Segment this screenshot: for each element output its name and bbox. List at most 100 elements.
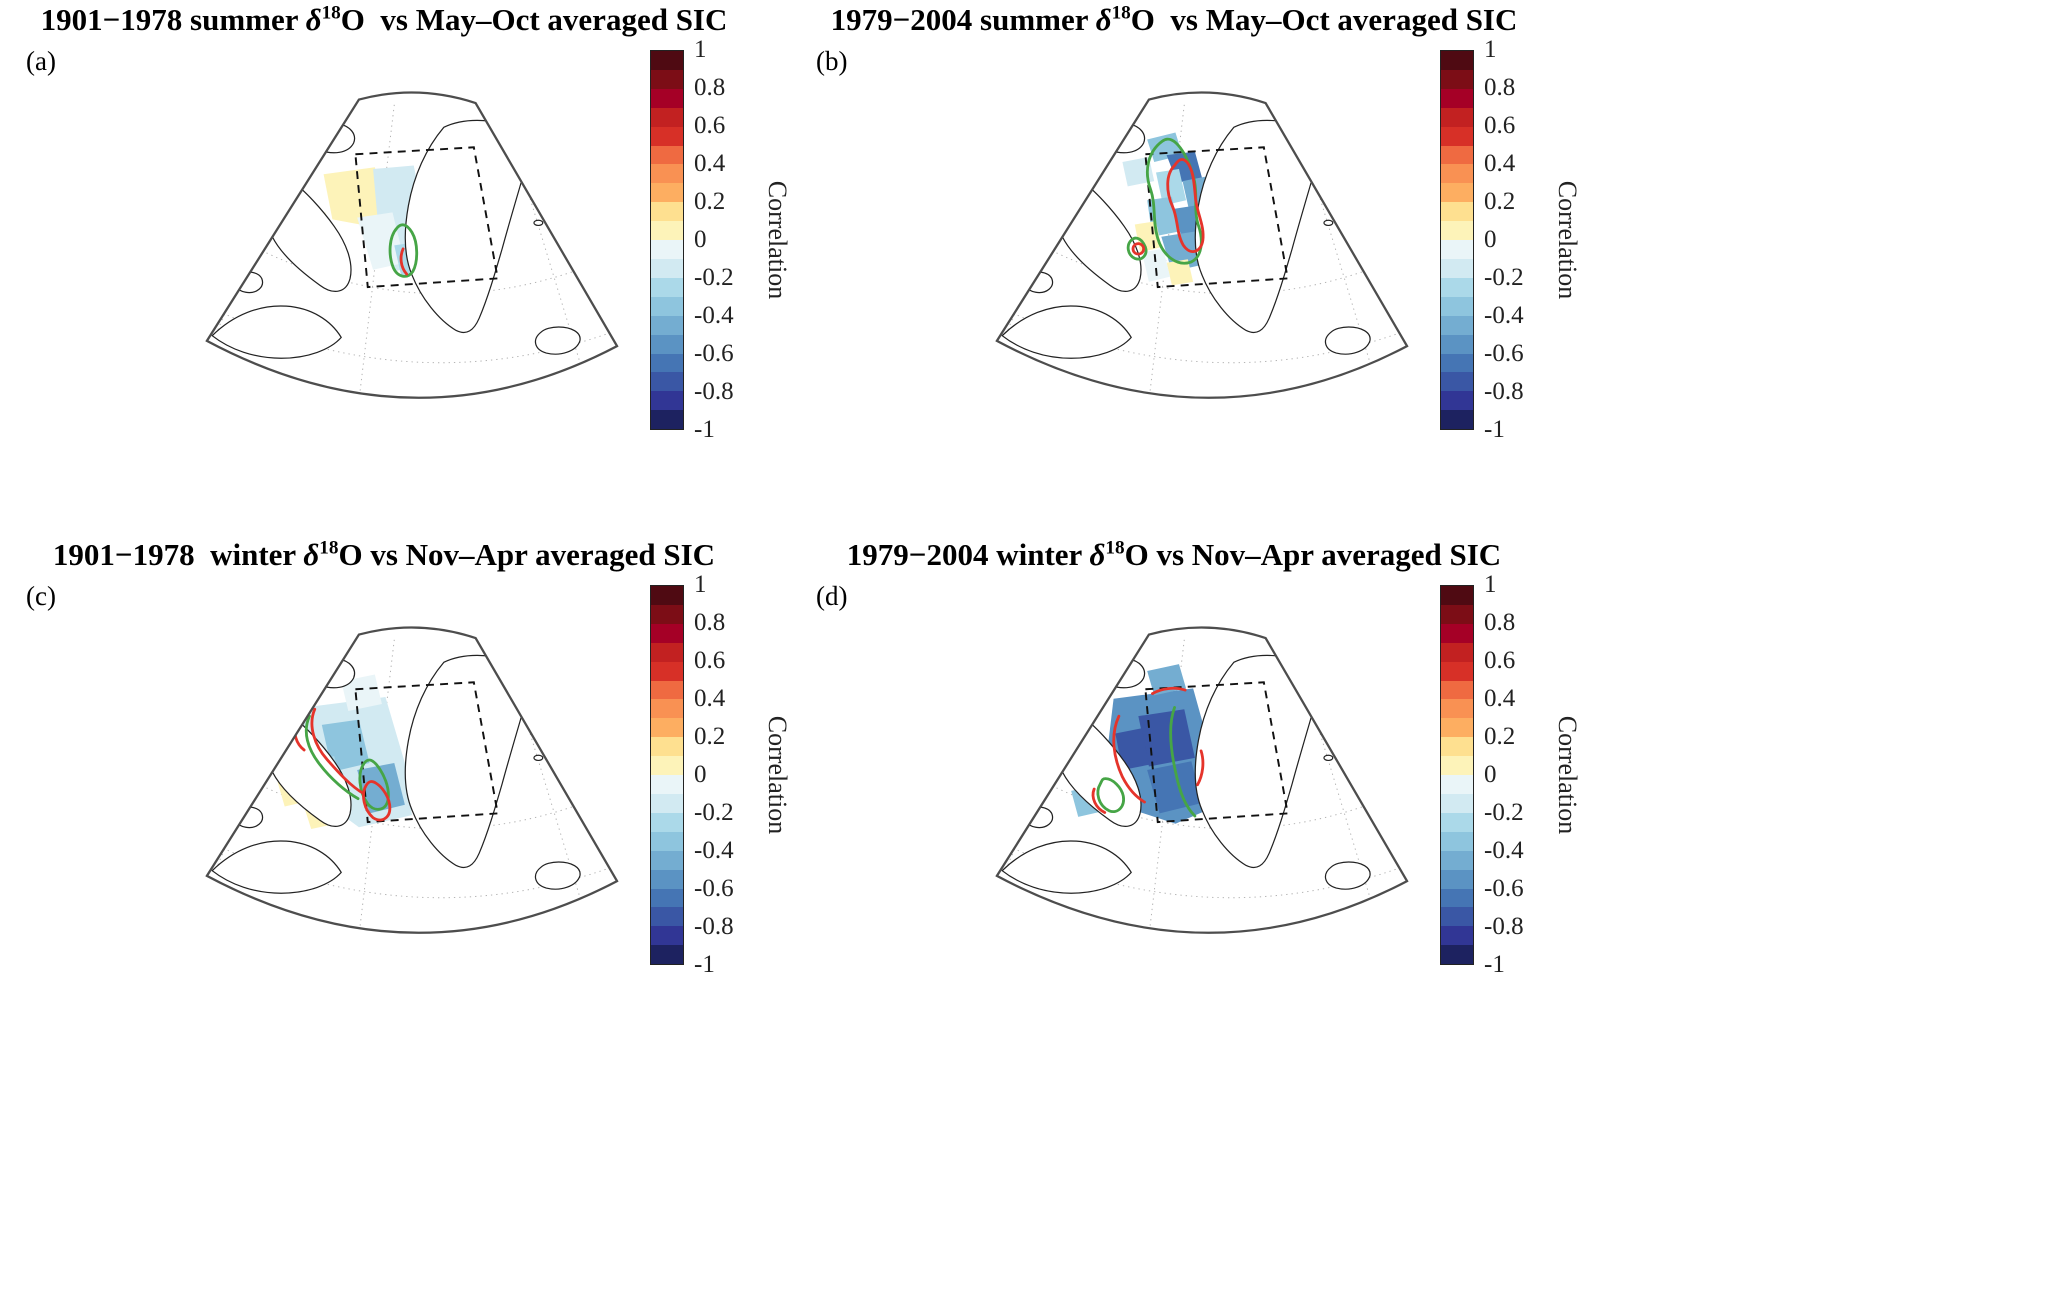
panel-a: 1901−1978 summer δ18O vs May–Oct average… xyxy=(0,0,792,500)
colorbar-band xyxy=(651,372,683,392)
colorbar-ticks: 1 0.8 0.6 0.4 0.2 0 -0.2 -0.4 -0.6 -0.8 -1 xyxy=(1440,36,1550,443)
map-boundary xyxy=(205,91,619,399)
delta-symbol: δ xyxy=(305,2,322,37)
colorbar-band xyxy=(1441,907,1473,927)
colorbar-gradient xyxy=(1440,50,1474,430)
colorbar-band xyxy=(651,907,683,927)
colorbar-tick-label: -0.8 xyxy=(1484,913,1524,940)
colorbar-band xyxy=(1441,812,1473,832)
colorbar-band xyxy=(651,718,683,738)
colorbar-band xyxy=(1441,888,1473,908)
correlation-map xyxy=(995,91,1409,399)
colorbar-tick-label: 0.2 xyxy=(694,188,726,215)
colorbar-tick-label: 0.6 xyxy=(1484,647,1516,674)
colorbar-band xyxy=(651,277,683,297)
correlation-map xyxy=(205,91,619,399)
colorbar-tick-label: 0.4 xyxy=(694,685,726,712)
colorbar-tick-label: 0 xyxy=(1484,226,1497,253)
colorbar-tick-label: -0.4 xyxy=(694,837,734,864)
colorbar: 1 0.8 0.6 0.4 0.2 0 -0.2 -0.4 -0.6 -0.8 -1 Correla… xyxy=(1440,36,1600,443)
colorbar-band xyxy=(1441,775,1473,794)
colorbar-band xyxy=(651,164,683,184)
colorbar-tick-label: 0.2 xyxy=(694,723,726,750)
colorbar-band xyxy=(1441,353,1473,373)
colorbar-tick-label: -0.2 xyxy=(694,264,734,291)
colorbar-band xyxy=(1441,258,1473,278)
colorbar-tick-label: -1 xyxy=(694,951,715,978)
colorbar-band xyxy=(1441,202,1473,222)
colorbar-band xyxy=(651,945,683,965)
colorbar-band xyxy=(651,699,683,719)
red-contour xyxy=(399,247,409,276)
colorbar-band xyxy=(1441,737,1473,757)
colorbar-tick-label: 0 xyxy=(694,761,707,788)
colorbar-gradient xyxy=(650,585,684,965)
panel-letter: (b) xyxy=(816,46,848,76)
green-contour xyxy=(304,714,360,801)
colorbar-tick-label: 0.6 xyxy=(694,112,726,139)
red-contour xyxy=(1091,787,1107,814)
colorbar-ticks: 1 0.8 0.6 0.4 0.2 0 -0.2 -0.4 -0.6 -0.8 -1 xyxy=(650,571,760,978)
colorbar-band xyxy=(651,888,683,908)
colorbar-label: Correlation xyxy=(1553,715,1582,835)
colorbar-tick-label: -0.6 xyxy=(1484,340,1524,367)
colorbar-tick-label: -0.2 xyxy=(1484,799,1524,826)
colorbar-band xyxy=(651,604,683,624)
colorbar: 1 0.8 0.6 0.4 0.2 0 -0.2 -0.4 -0.6 -0.8 -1 Correla… xyxy=(1440,571,1600,978)
colorbar-tick-label: 0.8 xyxy=(694,609,726,636)
colorbar-tick-label: -1 xyxy=(1484,951,1505,978)
red-contour xyxy=(1166,158,1205,253)
colorbar-band xyxy=(651,850,683,870)
colorbar-band xyxy=(651,88,683,108)
colorbar-band xyxy=(651,391,683,411)
colorbar-ticks: 1 0.8 0.6 0.4 0.2 0 -0.2 -0.4 -0.6 -0.8 -1 xyxy=(1440,571,1550,978)
colorbar-tick-label: -0.6 xyxy=(1484,875,1524,902)
colorbar-band xyxy=(651,737,683,757)
colorbar-band xyxy=(1441,699,1473,719)
colorbar-band xyxy=(651,869,683,889)
colorbar-band xyxy=(651,315,683,335)
colorbar-band xyxy=(1441,107,1473,127)
panel-title: 1901−1978 summer δ18O vs May–Oct average… xyxy=(40,2,728,37)
colorbar-ticks: 1 0.8 0.6 0.4 0.2 0 -0.2 -0.4 -0.6 -0.8 -1 xyxy=(650,36,760,443)
red-contour xyxy=(1151,686,1187,695)
colorbar-band xyxy=(651,623,683,643)
colorbar-tick-label: 1 xyxy=(694,36,707,63)
colorbar-band xyxy=(1441,391,1473,411)
colorbar-tick-label: -0.8 xyxy=(694,378,734,405)
colorbar-tick-label: 0.4 xyxy=(1484,150,1516,177)
colorbar-band xyxy=(1441,88,1473,108)
colorbar-band xyxy=(651,221,683,241)
colorbar-band xyxy=(1441,680,1473,700)
colorbar-tick-label: 0.6 xyxy=(694,647,726,674)
colorbar-tick-label: 0 xyxy=(1484,761,1497,788)
colorbar-band xyxy=(1441,831,1473,851)
colorbar-band xyxy=(1441,850,1473,870)
colorbar-band xyxy=(1441,926,1473,946)
correlation-map xyxy=(205,626,619,934)
colorbar-tick-label: 0.4 xyxy=(694,150,726,177)
colorbar-band xyxy=(651,353,683,373)
colorbar-tick-label: -0.8 xyxy=(694,913,734,940)
colorbar-gradient xyxy=(1440,585,1474,965)
colorbar-band xyxy=(1441,661,1473,681)
colorbar-label: Correlation xyxy=(763,180,792,300)
map-boundary xyxy=(995,91,1409,399)
colorbar-tick-label: 1 xyxy=(1484,571,1497,598)
colorbar-band xyxy=(651,126,683,146)
colorbar-band xyxy=(1441,372,1473,392)
colorbar-label: Correlation xyxy=(763,715,792,835)
red-contour xyxy=(310,707,365,795)
colorbar-tick-label: 0.8 xyxy=(1484,609,1516,636)
colorbar-band xyxy=(651,202,683,222)
colorbar-tick-label: 0.4 xyxy=(1484,685,1516,712)
green-contour xyxy=(1169,706,1197,818)
panel-letter: (a) xyxy=(26,46,56,76)
colorbar-band xyxy=(651,586,683,605)
colorbar-tick-label: 1 xyxy=(694,571,707,598)
colorbar-band xyxy=(1441,164,1473,184)
colorbar-tick-label: -0.6 xyxy=(694,875,734,902)
colorbar-band xyxy=(1441,296,1473,316)
colorbar-band xyxy=(1441,126,1473,146)
